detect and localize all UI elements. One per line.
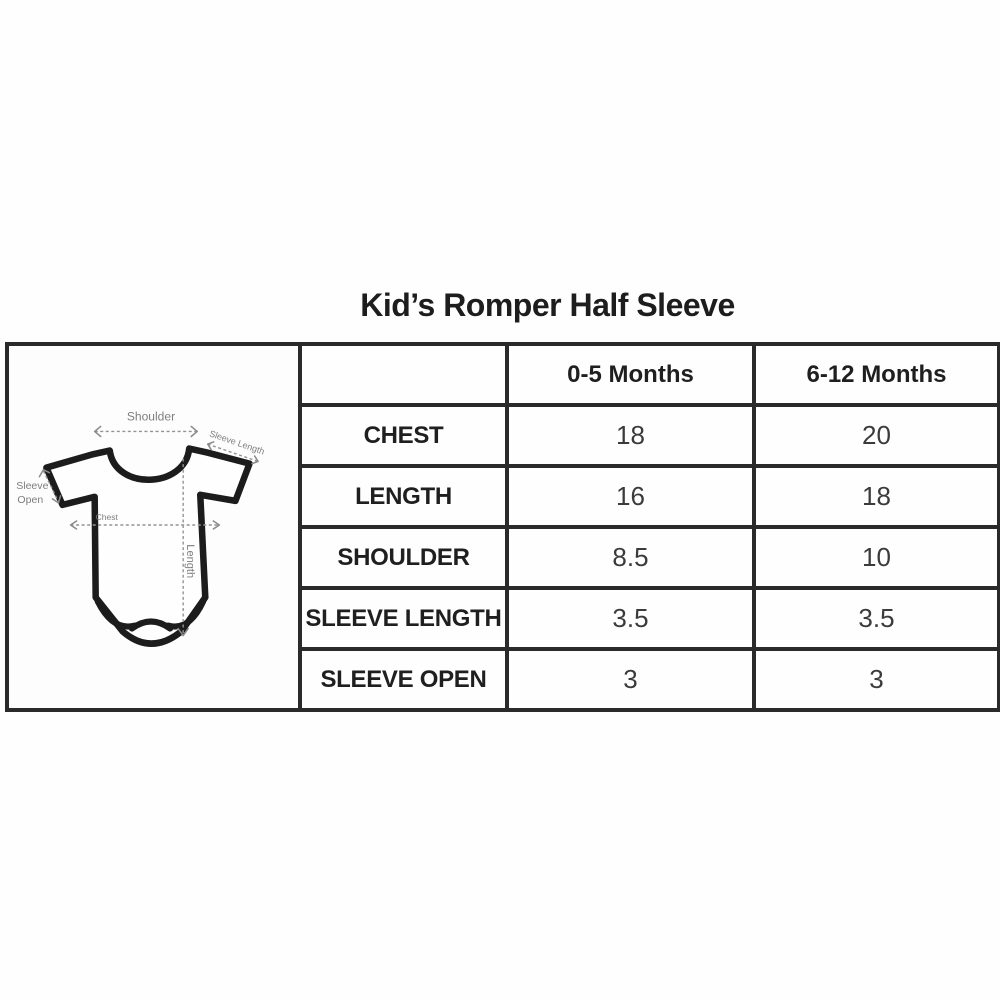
sleeve-open-label-line1: Sleeve xyxy=(16,480,48,492)
snap-flap-curve xyxy=(128,618,174,632)
sleeve-length-arrow-left-icon xyxy=(206,441,215,451)
header-6-12-months: 6-12 Months xyxy=(752,342,1000,407)
row-label-shoulder: SHOULDER xyxy=(298,525,509,590)
row-label-length: LENGTH xyxy=(298,464,509,529)
table-row-chest: CHEST 18 20 xyxy=(7,403,1000,468)
chest-label: Chest xyxy=(96,512,119,522)
shoulder-label: Shoulder xyxy=(127,409,175,423)
sleeve-length-arrow-right-icon xyxy=(251,455,259,465)
size-chart-table: Shoulder Sleeve Length Sleeve Open xyxy=(5,342,1000,712)
row-label-chest: CHEST xyxy=(298,403,509,468)
sleeve-open-label-line2: Open xyxy=(17,494,43,506)
shoulder-arrow-right-icon xyxy=(190,425,198,438)
shoulder-value-6-12: 10 xyxy=(752,525,1000,590)
shoulder-arrow-left-icon xyxy=(93,425,102,438)
romper-measurement-diagram: Shoulder Sleeve Length Sleeve Open xyxy=(16,409,266,647)
sleeve-open-measure-line xyxy=(42,470,60,503)
chest-arrow-right-icon xyxy=(212,520,221,530)
table-header-row: Shoulder Sleeve Length Sleeve Open xyxy=(5,342,1000,712)
row-label-sleeve-open: SLEEVE OPEN xyxy=(298,647,509,712)
header-empty-cell xyxy=(298,342,509,407)
length-label: Length xyxy=(184,544,196,578)
garment-diagram-cell: Shoulder Sleeve Length Sleeve Open xyxy=(5,342,302,712)
table-row-shoulder: SHOULDER 8.5 10 xyxy=(7,525,1000,590)
table-row-length: LENGTH 16 18 xyxy=(7,464,1000,529)
romper-outline xyxy=(43,445,253,647)
shoulder-value-0-5: 8.5 xyxy=(505,525,756,590)
table-row-sleeve-open: SLEEVE OPEN 3 3 xyxy=(7,647,1000,712)
page-title: Kid’s Romper Half Sleeve xyxy=(360,287,735,323)
sleeve-open-value-0-5: 3 xyxy=(505,647,756,712)
chest-arrow-left-icon xyxy=(69,520,78,530)
length-value-0-5: 16 xyxy=(505,464,756,529)
row-label-sleeve-length: SLEEVE LENGTH xyxy=(298,586,509,651)
length-arrow-bottom-icon xyxy=(177,627,189,637)
sleeve-open-arrow-top-icon xyxy=(38,468,51,478)
chest-value-0-5: 18 xyxy=(505,403,756,468)
sleeve-open-arrow-bottom-icon xyxy=(51,495,62,504)
sleeve-length-measure-line xyxy=(207,443,259,463)
length-value-6-12: 18 xyxy=(752,464,1000,529)
chest-value-6-12: 20 xyxy=(752,403,1000,468)
table-row-sleeve-length: SLEEVE LENGTH 3.5 3.5 xyxy=(7,586,1000,651)
sleeve-length-value-6-12: 3.5 xyxy=(752,586,1000,651)
header-0-5-months: 0-5 Months xyxy=(505,342,756,407)
sleeve-length-value-0-5: 3.5 xyxy=(505,586,756,651)
sleeve-open-value-6-12: 3 xyxy=(752,647,1000,712)
